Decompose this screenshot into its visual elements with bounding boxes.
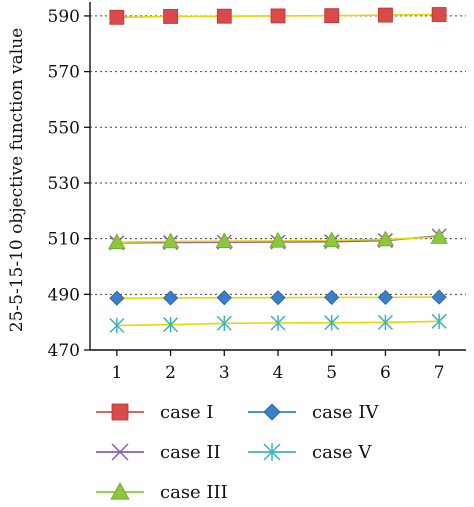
data-point [377, 289, 393, 305]
data-point [270, 315, 286, 331]
data-point [377, 314, 393, 331]
y-tick-label: 490 [48, 285, 80, 305]
x-tick-label: 2 [165, 363, 176, 383]
data-point [109, 317, 125, 334]
data-point [431, 313, 447, 330]
data-point [324, 8, 340, 24]
x-tick-label: 1 [111, 363, 122, 383]
data-point [323, 231, 341, 248]
series-case-iii [108, 228, 448, 250]
data-point [108, 233, 126, 250]
y-tick-label: 590 [48, 7, 80, 27]
data-point [270, 8, 286, 24]
data-point [431, 7, 447, 22]
legend-marker [110, 482, 130, 500]
y-axis-title: 25-5-15-10 objective function value [7, 28, 27, 332]
legend-marker [263, 403, 281, 421]
series-case-iv [109, 289, 447, 306]
data-point [163, 9, 178, 24]
legend-label: case V [312, 442, 372, 463]
data-point [269, 232, 287, 248]
data-point [216, 315, 232, 331]
y-tick-label: 530 [48, 174, 80, 194]
x-tick-label: 7 [434, 363, 445, 383]
x-tick-label: 6 [380, 363, 391, 383]
axes: 470 490 510 530 550 570 590 1 2 3 4 5 6 7 [48, 2, 466, 383]
data-point [270, 290, 286, 306]
series-layer [108, 7, 448, 334]
x-tick-label: 4 [273, 363, 284, 383]
data-point [163, 290, 179, 306]
legend-label: case III [160, 482, 228, 503]
data-point [109, 290, 125, 306]
data-point [216, 290, 232, 306]
data-point [163, 316, 179, 333]
legend: case I case II case III case IV case V [96, 402, 380, 503]
legend-marker [263, 443, 281, 461]
data-point [376, 230, 395, 247]
y-tick-label: 550 [48, 118, 80, 138]
legend-label: case I [160, 402, 214, 423]
series-case-i [109, 7, 447, 25]
legend-item: case I [96, 402, 214, 423]
data-point [431, 289, 447, 305]
data-point [324, 315, 340, 331]
legend-item: case V [248, 442, 372, 463]
data-point [216, 8, 232, 24]
data-point [324, 289, 340, 305]
gridlines [90, 15, 466, 295]
data-point [109, 9, 125, 25]
legend-marker [111, 443, 129, 461]
legend-marker [111, 403, 129, 421]
legend-item: case III [96, 482, 228, 503]
y-tick-label: 570 [48, 63, 80, 83]
data-point [161, 232, 180, 249]
y-tick-label: 470 [48, 341, 80, 361]
legend-item: case IV [248, 402, 380, 423]
x-tick-label: 5 [326, 363, 337, 383]
data-point [215, 232, 233, 248]
data-point [430, 228, 448, 244]
data-point [378, 7, 393, 23]
series-case-v [109, 313, 447, 334]
y-tick-label: 510 [48, 230, 80, 250]
x-tick-label: 3 [219, 363, 230, 383]
legend-label: case IV [312, 402, 380, 423]
legend-item: case II [96, 442, 221, 463]
legend-label: case II [160, 442, 221, 463]
